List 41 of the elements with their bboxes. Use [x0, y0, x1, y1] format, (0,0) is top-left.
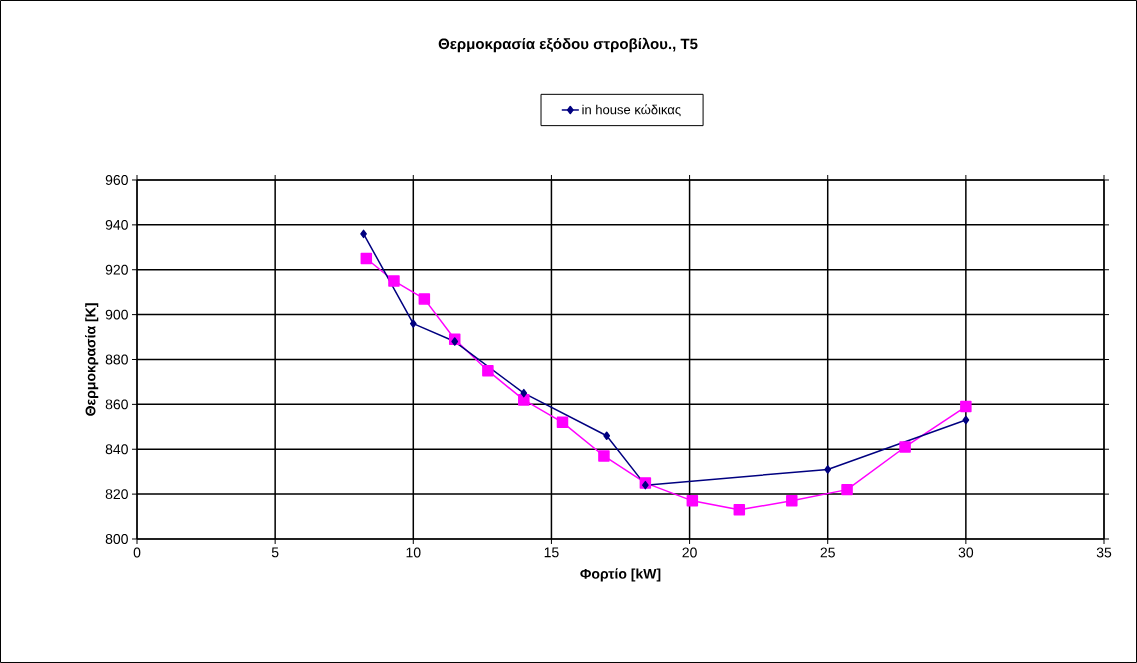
chart-title: Θερμοκρασία εξόδου στροβίλου., T5	[438, 37, 698, 53]
x-tick-label: 0	[133, 547, 141, 558]
y-tick-label: 820	[105, 489, 128, 500]
point	[360, 229, 367, 239]
y-tick-label: 800	[105, 534, 128, 544]
point	[686, 495, 699, 507]
point	[824, 465, 832, 474]
point	[603, 431, 611, 441]
point	[360, 252, 373, 265]
x-tick-label: 35	[1096, 547, 1112, 558]
x-tick-label: 20	[682, 547, 697, 558]
y-tick-label: 920	[105, 264, 128, 275]
y-tick-label: 880	[105, 354, 128, 365]
point	[518, 394, 530, 406]
point	[520, 388, 528, 398]
x-tick-label: 5	[271, 547, 279, 558]
x-axis-title: Φορτίο [kW]	[580, 568, 661, 582]
x-tick-label: 30	[958, 547, 974, 558]
y-tick-label: 940	[105, 219, 128, 230]
point	[960, 400, 972, 413]
x-tick-label: 25	[820, 547, 835, 558]
point	[451, 337, 459, 346]
y-tick-label: 860	[105, 399, 128, 410]
point	[899, 441, 911, 453]
point	[418, 293, 431, 305]
point	[733, 504, 746, 516]
point	[556, 416, 569, 429]
x-tick-label: 15	[544, 547, 559, 558]
point	[962, 415, 970, 425]
point	[786, 495, 798, 507]
y-tick-label: 900	[105, 309, 128, 320]
point	[409, 319, 417, 328]
point	[841, 483, 853, 496]
y-axis-title: Θερμοκρασία [K]	[85, 303, 99, 416]
point	[598, 450, 610, 462]
y-tick-label: 840	[105, 444, 128, 455]
x-tick-label: 10	[406, 547, 421, 558]
point	[482, 364, 494, 377]
y-tick-label: 960	[105, 175, 128, 185]
legend-label: in house κώδικας	[582, 104, 681, 117]
point	[388, 275, 400, 287]
